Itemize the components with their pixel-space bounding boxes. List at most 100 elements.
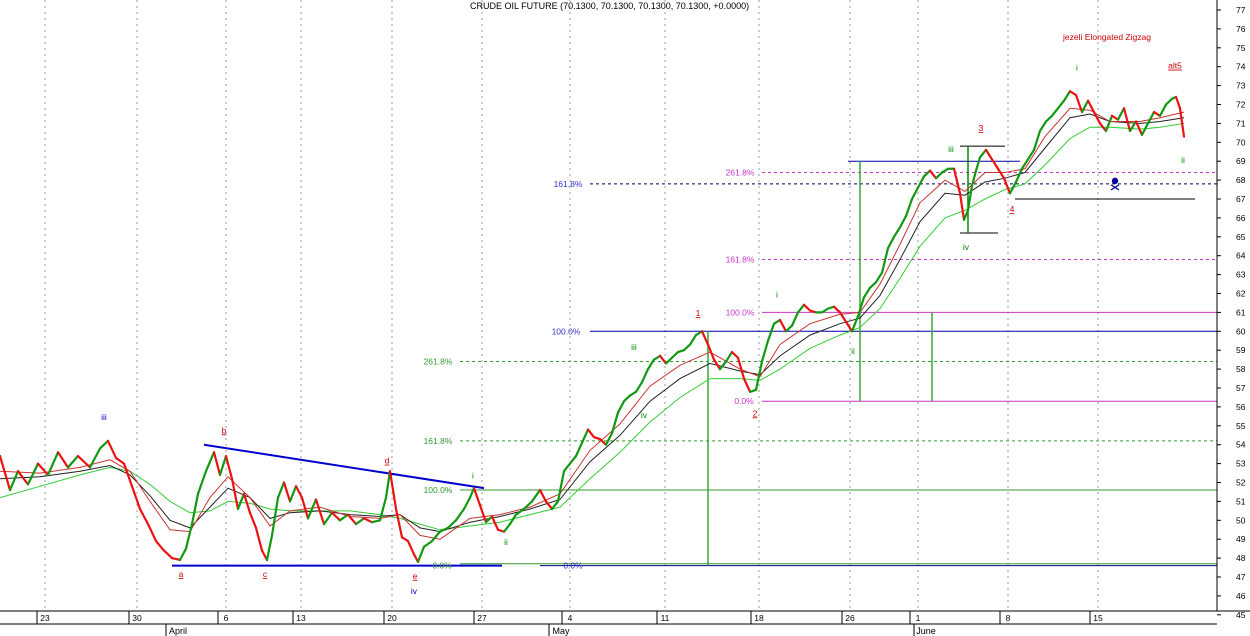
price-segment <box>844 320 854 333</box>
wave-label: e <box>413 571 418 581</box>
price-segment <box>394 507 404 539</box>
fib-label: 161.8% <box>726 254 755 264</box>
price-segment <box>634 381 644 393</box>
price-segment <box>1122 107 1132 133</box>
price-segment <box>1026 148 1036 161</box>
price-segment <box>1134 120 1144 136</box>
y-tick-label: 51 <box>1236 496 1246 506</box>
price-segment <box>996 167 1006 180</box>
price-segment <box>682 343 692 352</box>
y-tick-label: 76 <box>1236 24 1246 34</box>
y-tick-label: 65 <box>1236 232 1246 242</box>
price-segment <box>802 303 812 312</box>
price-segment <box>478 504 488 524</box>
price-segment <box>346 513 358 526</box>
price-segment <box>562 462 572 473</box>
triangle-trendlines <box>172 443 502 567</box>
price-segment <box>1008 180 1018 195</box>
y-tick-label: 50 <box>1236 515 1246 525</box>
price-segment <box>288 485 298 503</box>
price-segment <box>922 169 932 178</box>
projection-lines <box>707 146 969 566</box>
price-segment <box>724 350 734 363</box>
price-segment <box>484 515 494 524</box>
wave-label: iii <box>631 342 637 352</box>
wave-label: 3 <box>979 123 984 133</box>
x-tick-label: 20 <box>387 613 397 623</box>
price-segment <box>1020 158 1030 170</box>
y-tick-label: 46 <box>1236 591 1246 601</box>
price-segment <box>338 513 350 522</box>
price-segment <box>832 305 842 314</box>
y-tick-label: 63 <box>1236 270 1246 280</box>
price-segment <box>1128 120 1138 133</box>
price-segment <box>1062 90 1072 102</box>
wave-label: 4 <box>1010 204 1015 214</box>
y-tick-label: 67 <box>1236 194 1246 204</box>
price-segment <box>616 400 626 414</box>
y-tick-label: 68 <box>1236 175 1246 185</box>
price-segment <box>874 271 884 284</box>
wave-label: iv <box>411 586 418 596</box>
price-segment <box>76 454 92 469</box>
price-segment <box>778 318 788 333</box>
price-segment <box>248 511 258 529</box>
price-segment <box>1080 99 1090 114</box>
price-segment <box>1146 110 1156 125</box>
price-segment <box>502 522 512 533</box>
wave-label: 1 <box>696 308 701 318</box>
price-segment <box>760 339 770 363</box>
price-segment <box>184 522 194 550</box>
fib-label: 161.8% <box>554 179 583 189</box>
price-segment <box>438 526 450 533</box>
price-segment <box>416 545 426 563</box>
fib-label: 100.0% <box>424 485 453 495</box>
y-tick-label: 69 <box>1236 156 1246 166</box>
price-segment <box>362 517 374 524</box>
price-segment <box>706 343 716 361</box>
moving-average-green <box>0 122 1185 531</box>
price-segment <box>242 492 252 514</box>
y-tick-label: 60 <box>1236 326 1246 336</box>
price-segment <box>354 517 366 526</box>
price-segment <box>784 324 794 333</box>
price-segment <box>1044 114 1054 123</box>
price-segment <box>400 536 410 543</box>
wave-label: iii <box>948 144 954 154</box>
price-segment <box>646 358 656 371</box>
wave-label: a <box>179 569 184 579</box>
price-segment <box>138 507 150 526</box>
price-segment <box>1092 110 1102 125</box>
price-segment <box>178 547 188 562</box>
y-tick-label: 59 <box>1236 345 1246 355</box>
price-segment <box>146 522 158 543</box>
price-segment <box>694 330 704 337</box>
price-segment <box>254 526 264 552</box>
price-segment <box>568 454 578 465</box>
price-segment <box>664 356 674 365</box>
x-tick-label: 6 <box>224 613 229 623</box>
price-segment <box>530 488 542 503</box>
wave-label: iii <box>101 412 107 422</box>
price-segment <box>586 428 596 439</box>
price-segment <box>928 169 938 180</box>
price-segment <box>1098 122 1108 133</box>
price-segment <box>16 470 30 486</box>
price-segment <box>974 156 982 172</box>
wave-label: jezeli Elongated Zigzag <box>1062 32 1151 42</box>
wave-label: ii <box>504 537 508 547</box>
y-tick-label: 52 <box>1236 478 1246 488</box>
x-tick-label: 15 <box>1093 613 1103 623</box>
price-segment <box>820 307 830 314</box>
wave-label: 2 <box>753 408 758 418</box>
y-tick-label: 55 <box>1236 421 1246 431</box>
price-segment <box>1086 99 1096 114</box>
price-segment <box>766 322 776 342</box>
price-segment <box>658 354 668 365</box>
price-segment <box>1164 97 1174 106</box>
price-segment <box>880 247 890 274</box>
x-tick-label: 27 <box>477 613 487 623</box>
price-segment <box>106 439 118 460</box>
price-segment <box>898 214 908 229</box>
